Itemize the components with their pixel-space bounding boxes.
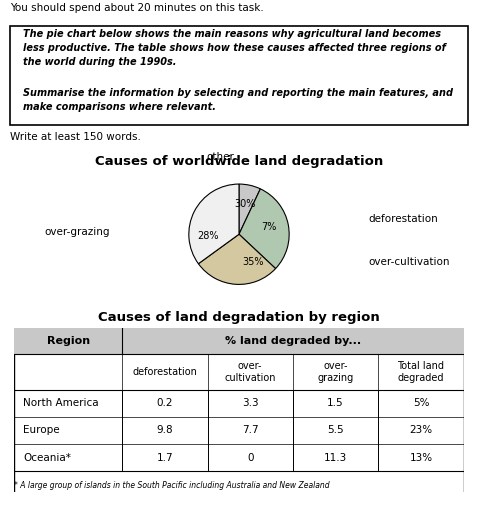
Text: Region: Region <box>47 336 90 346</box>
Text: 28%: 28% <box>197 231 219 241</box>
Text: 35%: 35% <box>242 257 264 267</box>
Text: over-grazing: over-grazing <box>44 227 110 237</box>
Text: 0.2: 0.2 <box>157 398 173 409</box>
Text: 23%: 23% <box>410 425 433 436</box>
Wedge shape <box>189 184 239 264</box>
Text: 11.3: 11.3 <box>324 453 347 462</box>
Bar <box>14 328 464 354</box>
Text: Total land
degraded: Total land degraded <box>398 361 445 383</box>
Text: over-
cultivation: over- cultivation <box>225 361 276 383</box>
Text: % land degraded by...: % land degraded by... <box>225 336 361 346</box>
Text: deforestation: deforestation <box>368 214 438 224</box>
Text: 3.3: 3.3 <box>242 398 259 409</box>
Text: Write at least 150 words.: Write at least 150 words. <box>10 132 141 142</box>
Text: * A large group of islands in the South Pacific including Australia and New Zeal: * A large group of islands in the South … <box>14 481 330 490</box>
Text: 5%: 5% <box>413 398 429 409</box>
Text: Oceania*: Oceania* <box>23 453 71 462</box>
Text: Causes of worldwide land degradation: Causes of worldwide land degradation <box>95 155 383 168</box>
Text: 7%: 7% <box>261 222 277 232</box>
Wedge shape <box>198 234 276 284</box>
Text: other: other <box>206 152 234 162</box>
Text: You should spend about 20 minutes on this task.: You should spend about 20 minutes on thi… <box>10 3 263 13</box>
Text: 5.5: 5.5 <box>327 425 344 436</box>
Text: 9.8: 9.8 <box>157 425 173 436</box>
Text: 0: 0 <box>247 453 253 462</box>
Text: North America: North America <box>23 398 99 409</box>
Text: over-
grazing: over- grazing <box>317 361 354 383</box>
Text: 13%: 13% <box>410 453 433 462</box>
Text: Summarise the information by selecting and reporting the main features, and
make: Summarise the information by selecting a… <box>23 88 453 112</box>
Text: 7.7: 7.7 <box>242 425 259 436</box>
Text: 1.7: 1.7 <box>157 453 173 462</box>
Wedge shape <box>239 184 261 234</box>
Text: Europe: Europe <box>23 425 60 436</box>
Text: deforestation: deforestation <box>132 367 197 377</box>
Text: 1.5: 1.5 <box>327 398 344 409</box>
Text: 30%: 30% <box>234 199 256 209</box>
Text: Causes of land degradation by region: Causes of land degradation by region <box>98 311 380 324</box>
Text: over-cultivation: over-cultivation <box>368 258 450 267</box>
Text: The pie chart below shows the main reasons why agricultural land becomes
less pr: The pie chart below shows the main reaso… <box>23 29 446 67</box>
Wedge shape <box>239 189 289 269</box>
